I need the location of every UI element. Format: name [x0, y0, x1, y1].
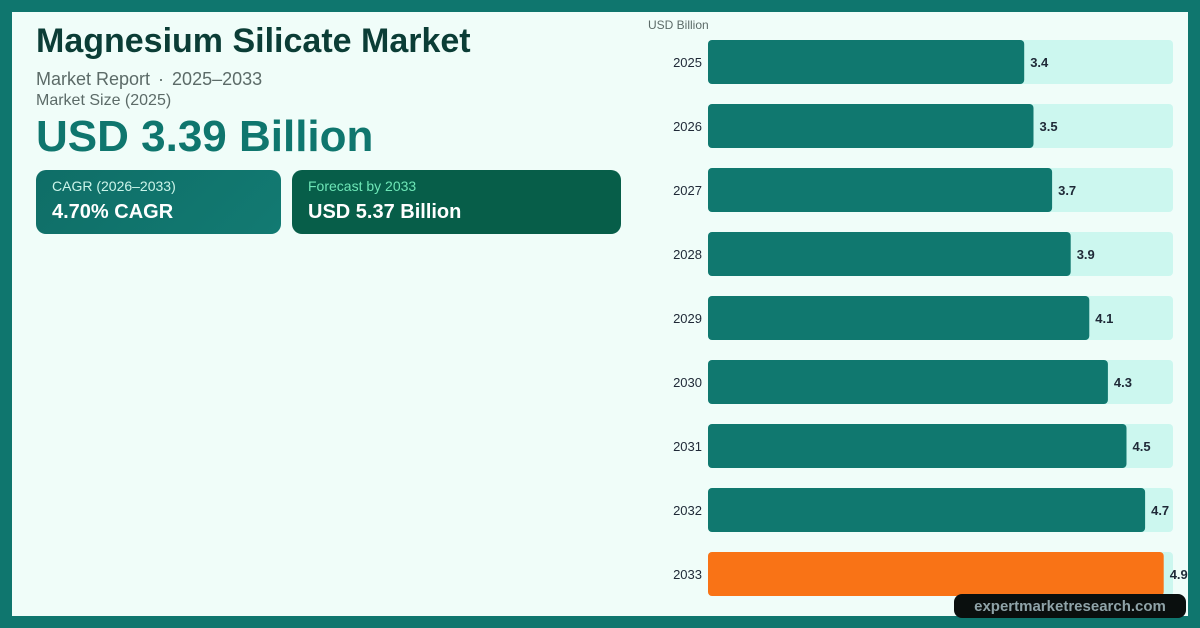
market-size-value: USD 3.39 Billion: [36, 112, 374, 161]
bar: [708, 552, 1164, 596]
source-credit[interactable]: expertmarketresearch.com: [954, 594, 1186, 618]
bar: [708, 232, 1071, 276]
category-label: 2031: [673, 439, 702, 454]
market-size-label: Market Size (2025): [36, 92, 172, 109]
page-title: Magnesium Silicate Market: [36, 22, 471, 60]
bar: [708, 104, 1034, 148]
bar-chart: 2025 3.4 2026 3.5 2027 3.7 2028 3.9 2029 4.1 2030 4…: [673, 40, 1188, 596]
value-label: 4.5: [1133, 439, 1151, 454]
category-label: 2029: [673, 311, 702, 326]
value-label: 3.5: [1040, 119, 1058, 134]
value-label: 4.7: [1151, 503, 1169, 518]
separator-dot: ·: [158, 69, 165, 89]
value-label: 4.1: [1095, 311, 1113, 326]
bar: [708, 296, 1090, 340]
cagr-value: 4.70% CAGR: [52, 201, 174, 223]
report-period: 2025–2033: [172, 69, 263, 89]
value-label: 3.9: [1077, 247, 1095, 262]
value-label: 3.4: [1030, 55, 1049, 70]
category-label: 2025: [673, 55, 702, 70]
report-type: Market Report: [36, 69, 151, 89]
category-label: 2032: [673, 503, 702, 518]
value-label: 4.3: [1114, 375, 1132, 390]
value-label: 3.7: [1058, 183, 1076, 198]
category-label: 2028: [673, 247, 702, 262]
chart-unit-label: USD Billion: [648, 18, 709, 32]
bar: [708, 488, 1146, 532]
infographic-frame: Magnesium Silicate Market Market Report ·…: [12, 12, 1188, 618]
bar: [708, 424, 1127, 468]
forecast-label: Forecast by 2033: [308, 178, 417, 194]
category-label: 2033: [673, 567, 702, 582]
category-label: 2027: [673, 183, 702, 198]
bar: [708, 168, 1053, 212]
category-label: 2030: [673, 375, 702, 390]
forecast-card: Forecast by 2033 USD 5.37 Billion: [292, 170, 621, 234]
category-label: 2026: [673, 119, 702, 134]
value-label: 4.9: [1170, 567, 1188, 582]
report-subtitle: Market Report · 2025–2033: [36, 69, 262, 90]
bar: [708, 360, 1108, 404]
forecast-value: USD 5.37 Billion: [308, 201, 462, 223]
bar: [708, 40, 1025, 84]
cagr-label: CAGR (2026–2033): [52, 178, 176, 194]
cagr-card: CAGR (2026–2033) 4.70% CAGR: [36, 170, 281, 234]
